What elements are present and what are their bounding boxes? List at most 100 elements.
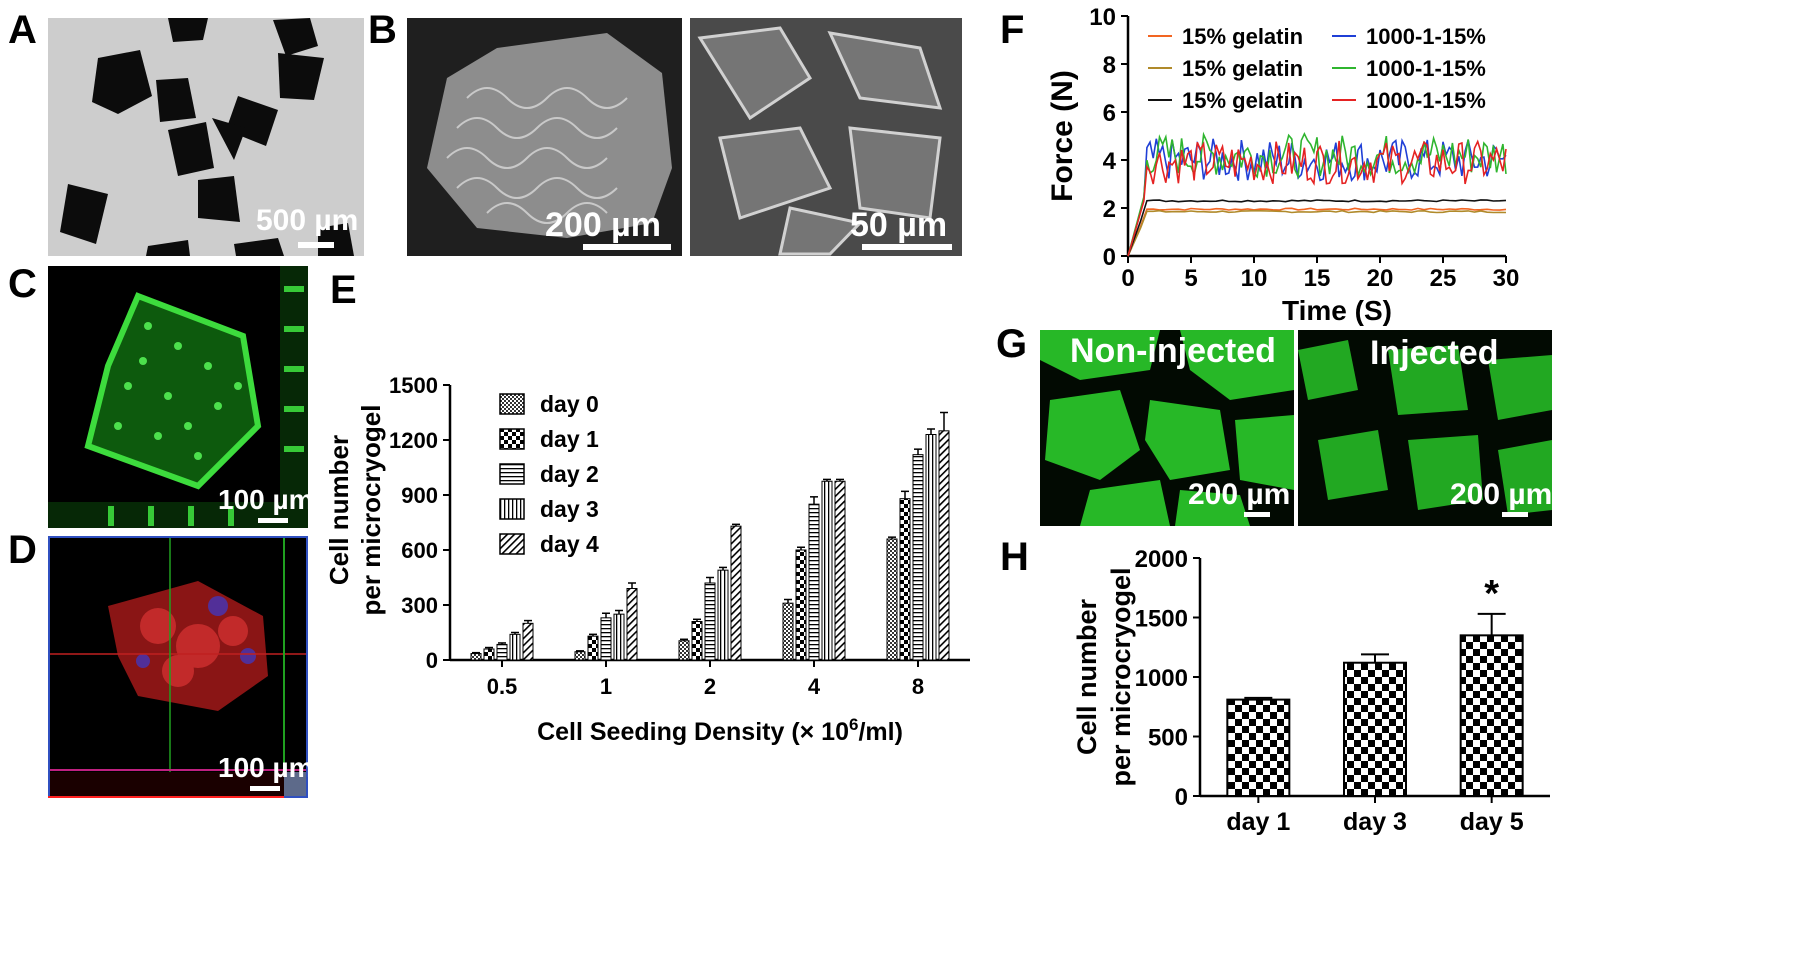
chart-f-x-tick-label: 25 bbox=[1430, 265, 1457, 292]
panel-b-right-scale-label: 50 µm bbox=[850, 206, 948, 244]
chart-e-bar bbox=[587, 635, 599, 661]
chart-f-y-tick-label: 2 bbox=[1103, 196, 1116, 223]
chart-e-x-tick-label: 8 bbox=[912, 674, 924, 699]
chart-h-x-tick-label: day 1 bbox=[1226, 808, 1290, 836]
chart-e-y-axis-label-1: Cell number bbox=[324, 435, 354, 585]
panel-c-scale-label: 100 µm bbox=[218, 484, 308, 515]
chart-h-y-tick-label: 2000 bbox=[1135, 546, 1188, 573]
chart-e-y-tick-label: 300 bbox=[401, 593, 438, 618]
chart-e-legend-swatch bbox=[499, 498, 525, 520]
chart-h-significance-marker: * bbox=[1484, 573, 1499, 615]
panel-g-injected-image bbox=[1298, 330, 1552, 526]
chart-e-x-tick-label: 1 bbox=[600, 674, 612, 699]
chart-e-legend-label: day 2 bbox=[540, 461, 599, 487]
panel-b-sem-right: 50 µm bbox=[690, 18, 962, 256]
chart-f-y-tick-label: 0 bbox=[1103, 244, 1116, 271]
panel-c-confocal: 100 µm bbox=[48, 266, 308, 528]
chart-e-bar bbox=[613, 613, 625, 661]
chart-e-legend-label: day 0 bbox=[540, 391, 599, 417]
chart-e-x-axis-label: Cell Seeding Density (× 106/ml) bbox=[537, 715, 903, 746]
chart-f-legend-label: 15% gelatin bbox=[1182, 24, 1303, 49]
chart-f-x-axis-label: Time (S) bbox=[1282, 295, 1392, 326]
chart-h-y-tick-label: 1000 bbox=[1135, 665, 1188, 692]
chart-e-y-tick-label: 900 bbox=[401, 483, 438, 508]
chart-f-legend-label: 1000-1-15% bbox=[1366, 56, 1486, 81]
chart-e-bar bbox=[717, 569, 729, 661]
panel-c-scale-bar bbox=[258, 518, 288, 523]
chart-f-y-tick-label: 6 bbox=[1103, 100, 1116, 127]
panel-h-bar-chart: 0 500 1000 1500 2000 day 1 day 3 day 5 * Cell num… bbox=[1072, 546, 1550, 836]
panel-g-left-scale-label: 200 µm bbox=[1188, 478, 1291, 511]
panel-b-sem-left-image bbox=[407, 18, 682, 256]
panel-a-particles bbox=[48, 18, 364, 256]
chart-e-bar bbox=[912, 454, 924, 661]
chart-f-x-tick-label: 10 bbox=[1241, 265, 1268, 292]
panel-label-b: B bbox=[368, 8, 397, 52]
chart-f-legend-label: 1000-1-15% bbox=[1366, 88, 1486, 113]
chart-e-bar bbox=[600, 617, 612, 661]
chart-e-legend-swatch bbox=[499, 533, 525, 555]
chart-f-series-line bbox=[1127, 138, 1507, 257]
chart-f-x-tick-label: 0 bbox=[1121, 265, 1134, 292]
panel-a-scale-bar bbox=[298, 242, 334, 248]
panel-g-non-injected: Non-injected 200 µm bbox=[1040, 330, 1294, 526]
chart-f-y-tick-label: 10 bbox=[1089, 4, 1116, 31]
chart-e-bar bbox=[782, 602, 794, 661]
chart-e-y-tick-label: 0 bbox=[426, 648, 438, 673]
panel-b-sem-right-image bbox=[690, 18, 962, 256]
chart-h-y-axis-label-2: per microcryogel bbox=[1106, 567, 1136, 786]
panel-label-g: G bbox=[996, 322, 1028, 366]
chart-e-legend-label: day 4 bbox=[540, 531, 599, 557]
chart-e-bar bbox=[795, 549, 807, 661]
chart-f-x-tick-label: 5 bbox=[1184, 265, 1197, 292]
chart-f-legend-label: 15% gelatin bbox=[1182, 88, 1303, 113]
chart-e-bar bbox=[678, 640, 690, 661]
chart-h-bar bbox=[1343, 661, 1407, 797]
chart-e-x-tick-label: 0.5 bbox=[487, 674, 518, 699]
chart-e-bar bbox=[626, 588, 638, 661]
panel-label-f: F bbox=[1000, 8, 1025, 52]
chart-e-bar bbox=[483, 648, 495, 661]
chart-h-bar bbox=[1226, 698, 1291, 797]
chart-e-bar bbox=[938, 430, 950, 661]
panel-f-line-chart: 0 2 4 6 8 10 0 5 10 15 20 25 30 15% gelatin 15% gelati… bbox=[1046, 4, 1520, 326]
panel-d-scale-label: 100 µm bbox=[218, 752, 308, 783]
chart-f-legend-label: 15% gelatin bbox=[1182, 56, 1303, 81]
chart-e-y-tick-label: 600 bbox=[401, 538, 438, 563]
panel-e-bar-chart: 0 300 600 900 1200 1500 0.5 1 2 4 8 day 0 day 1 day 2… bbox=[324, 373, 970, 746]
chart-e-bar bbox=[509, 633, 521, 661]
chart-f-series-line bbox=[1127, 209, 1507, 257]
panel-d-confocal: 100 µm bbox=[48, 536, 308, 798]
panel-b-left-scale-bar bbox=[583, 244, 671, 250]
chart-e-x-tick-label: 4 bbox=[808, 674, 821, 699]
chart-e-legend-label: day 3 bbox=[540, 496, 599, 522]
chart-e-x-tick-label: 2 bbox=[704, 674, 716, 699]
chart-e-bar bbox=[496, 643, 508, 661]
chart-e-y-tick-label: 1500 bbox=[389, 373, 438, 398]
chart-f-y-tick-label: 8 bbox=[1103, 52, 1116, 79]
panel-g-right-title: Injected bbox=[1370, 334, 1499, 372]
panel-g-right-scale-label: 200 µm bbox=[1450, 478, 1552, 511]
chart-e-bar bbox=[470, 653, 482, 661]
chart-f-x-tick-label: 30 bbox=[1493, 265, 1520, 292]
panel-d-confocal-image bbox=[48, 536, 308, 798]
chart-e-y-axis-label-2: per microcryogel bbox=[356, 405, 386, 616]
chart-e-bar bbox=[808, 503, 820, 661]
chart-f-series-line bbox=[1127, 199, 1507, 257]
chart-h-bar bbox=[1459, 634, 1524, 797]
chart-f-series-line bbox=[1127, 207, 1507, 257]
panel-label-h: H bbox=[1000, 535, 1029, 579]
panel-b-sem-left: 200 µm bbox=[407, 18, 682, 256]
chart-e-bar bbox=[691, 621, 703, 661]
panel-d-scale-bar bbox=[250, 786, 280, 791]
chart-e-y-tick-label: 1200 bbox=[389, 428, 438, 453]
chart-f-series-line bbox=[1127, 139, 1507, 257]
panel-c-confocal-image bbox=[48, 266, 308, 528]
chart-h-y-tick-label: 500 bbox=[1148, 725, 1188, 752]
panel-label-c: C bbox=[8, 262, 37, 306]
chart-e-bar bbox=[704, 582, 716, 661]
panel-label-a: A bbox=[8, 8, 37, 52]
panel-b-right-scale-bar bbox=[862, 244, 952, 250]
panel-label-d: D bbox=[8, 528, 37, 572]
chart-f-x-tick-label: 15 bbox=[1304, 265, 1331, 292]
